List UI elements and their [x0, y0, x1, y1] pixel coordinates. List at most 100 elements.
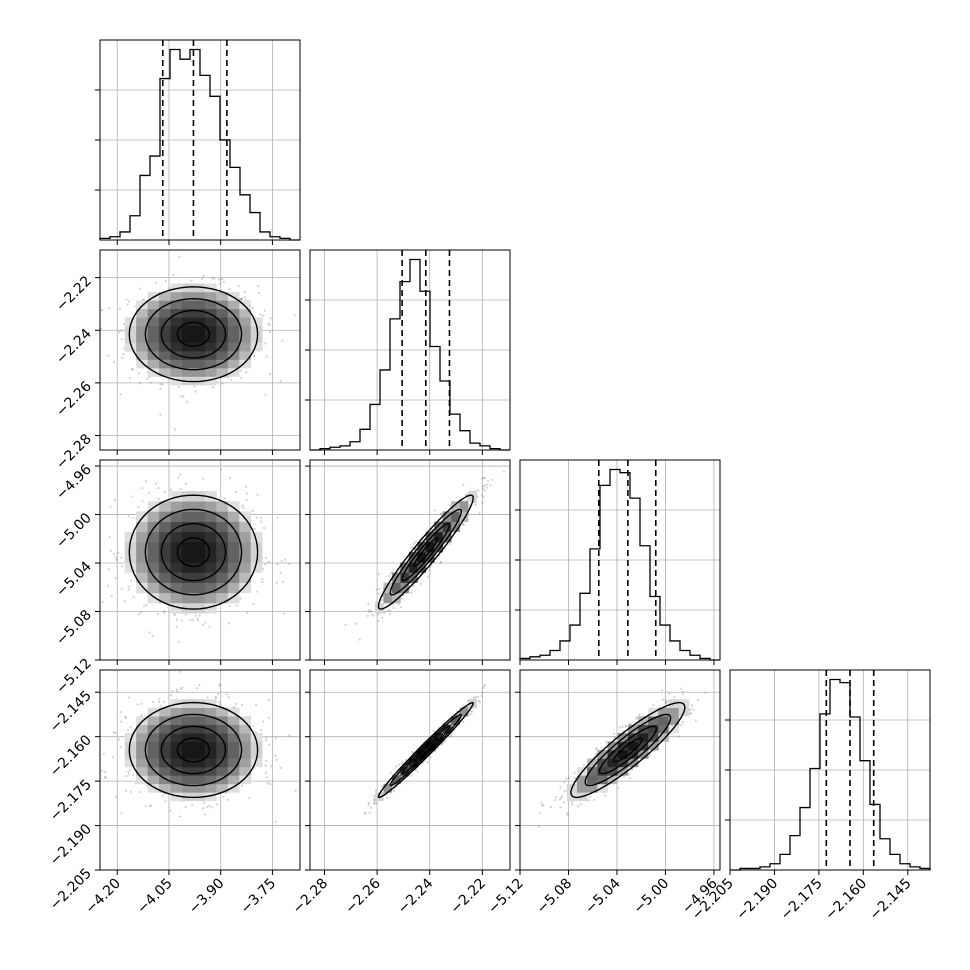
- panel-frame: [99, 669, 301, 871]
- density-cell: [216, 572, 229, 583]
- sample-point: [201, 807, 205, 810]
- x-tick-label: −3.90: [186, 876, 228, 918]
- density-cell: [216, 541, 229, 553]
- density-cell: [227, 541, 240, 553]
- sample-point: [163, 490, 166, 493]
- sample-point: [102, 752, 105, 756]
- sample-point: [449, 734, 452, 738]
- density-cell: [425, 541, 435, 553]
- sample-point: [148, 631, 151, 634]
- sample-point: [265, 739, 268, 742]
- sample-point: [368, 608, 371, 612]
- sample-point: [145, 603, 148, 607]
- sample-point: [146, 377, 149, 381]
- sample-point: [121, 356, 124, 359]
- sample-point: [204, 621, 207, 624]
- density-cell: [136, 541, 148, 553]
- density-cell: [181, 334, 194, 343]
- sample-point: [279, 380, 282, 383]
- density-cell: [193, 334, 206, 343]
- sample-point: [119, 393, 122, 396]
- density-cell: [227, 342, 240, 352]
- density-cell: [124, 317, 137, 327]
- sample-point: [124, 715, 127, 718]
- density-cell: [170, 716, 183, 725]
- sample-point: [266, 776, 269, 779]
- density-cell: [170, 541, 183, 553]
- sample-point: [109, 505, 112, 508]
- density-cell: [136, 775, 148, 785]
- density-cell: [136, 521, 148, 533]
- density-cell: [181, 300, 194, 310]
- sample-point: [201, 623, 205, 626]
- sample-point: [156, 612, 159, 616]
- density-cell: [181, 552, 194, 563]
- sample-point: [196, 617, 199, 620]
- sample-point: [259, 516, 263, 520]
- density-cell: [434, 521, 444, 533]
- density-cell: [204, 699, 217, 708]
- density-cell: [159, 317, 171, 327]
- contour-line: [128, 701, 259, 799]
- sample-point: [127, 770, 130, 774]
- density-cell: [408, 562, 418, 573]
- sample-point: [251, 306, 254, 310]
- density-cell: [159, 511, 171, 522]
- density-cell: [170, 602, 183, 614]
- sample-point: [107, 568, 110, 571]
- sample-point: [426, 761, 429, 764]
- sample-point: [219, 282, 222, 285]
- sample-point: [120, 338, 123, 341]
- sample-point: [411, 750, 414, 753]
- sample-point: [159, 383, 162, 386]
- y-tick-label: −5.12: [53, 656, 95, 698]
- density-cell: [227, 521, 240, 533]
- density-cell: [193, 592, 206, 604]
- sample-point: [269, 765, 273, 768]
- density-cell: [181, 308, 194, 318]
- sample-point: [449, 542, 452, 546]
- density-cell: [170, 592, 183, 604]
- sample-point: [131, 495, 134, 498]
- sample-point: [243, 296, 246, 299]
- sample-point: [118, 331, 121, 334]
- sample-point: [220, 468, 223, 471]
- density-cell: [136, 724, 148, 734]
- sample-point: [469, 713, 472, 716]
- sample-point: [127, 773, 130, 776]
- density-cell: [136, 750, 148, 759]
- sample-point: [227, 622, 231, 625]
- sample-point: [473, 501, 476, 504]
- sample-point: [111, 756, 115, 759]
- density-cell: [147, 521, 160, 533]
- sample-point: [136, 703, 139, 706]
- sample-point: [254, 703, 258, 706]
- sample-point: [139, 382, 142, 385]
- sample-point: [119, 745, 122, 749]
- density-cell: [193, 783, 206, 793]
- density-cell: [227, 724, 240, 734]
- sample-point: [122, 322, 125, 326]
- sample-point: [148, 804, 152, 808]
- density-cell: [227, 511, 240, 522]
- density-cell: [400, 562, 410, 573]
- sample-point: [430, 564, 433, 567]
- sample-point: [131, 368, 134, 371]
- density-cell: [227, 733, 240, 742]
- sample-point: [252, 724, 255, 727]
- density-cell: [124, 562, 137, 573]
- sample-point: [487, 480, 490, 483]
- sample-point: [144, 479, 147, 483]
- sample-point: [245, 499, 248, 502]
- density-cell: [227, 741, 240, 751]
- sample-point: [267, 560, 270, 563]
- sample-point: [180, 619, 184, 622]
- sample-point: [173, 614, 176, 617]
- sample-point: [383, 611, 386, 614]
- density-cell: [216, 501, 229, 512]
- sample-point: [462, 704, 465, 707]
- sample-point: [264, 393, 267, 396]
- density-cell: [170, 376, 183, 386]
- sample-point: [109, 549, 113, 552]
- density-cell: [227, 783, 240, 793]
